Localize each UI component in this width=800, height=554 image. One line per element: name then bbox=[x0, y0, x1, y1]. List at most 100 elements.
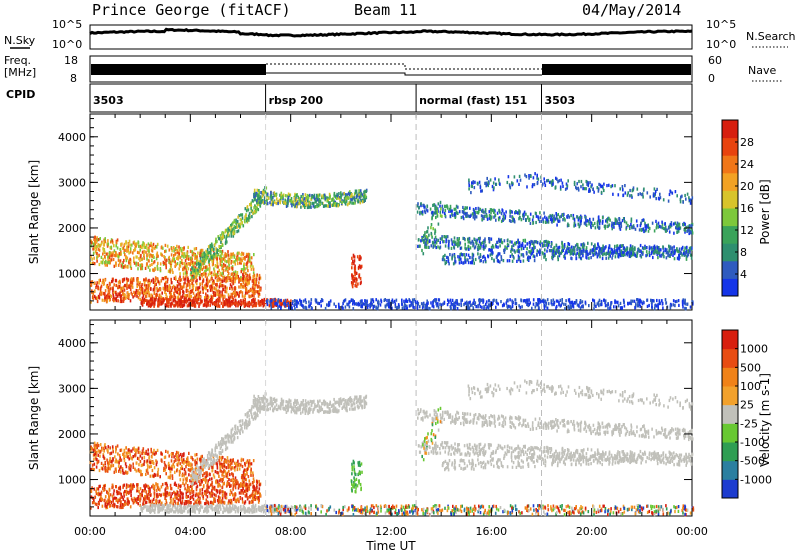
power-cell bbox=[511, 245, 513, 249]
power-cell bbox=[471, 303, 473, 307]
power-cell bbox=[409, 299, 411, 303]
power-cell bbox=[224, 285, 227, 289]
power-cell bbox=[280, 306, 282, 310]
power-cell bbox=[608, 183, 610, 187]
power-cell bbox=[155, 282, 157, 286]
power-cell bbox=[241, 221, 243, 225]
power-cell bbox=[96, 281, 98, 285]
power-cell bbox=[454, 260, 457, 264]
power-cell bbox=[241, 294, 244, 298]
power-cell bbox=[398, 305, 400, 309]
power-cell bbox=[227, 266, 229, 270]
power-cell bbox=[640, 255, 643, 259]
power-cell bbox=[575, 187, 578, 191]
power-cell bbox=[279, 301, 281, 305]
power-cell bbox=[632, 186, 635, 190]
power-cell bbox=[229, 257, 231, 261]
power-cell bbox=[137, 267, 139, 271]
power-cell bbox=[439, 241, 441, 245]
power-cell bbox=[681, 245, 684, 249]
power-cell bbox=[421, 210, 424, 214]
power-cell bbox=[258, 198, 261, 202]
power-cell bbox=[181, 286, 184, 290]
power-cell bbox=[154, 276, 157, 280]
power-cell bbox=[358, 254, 361, 258]
power-cell bbox=[101, 281, 104, 285]
power-cell bbox=[160, 302, 163, 306]
power-cell bbox=[237, 304, 239, 308]
power-cell bbox=[144, 266, 147, 270]
power-cell bbox=[576, 182, 578, 186]
power-cell bbox=[442, 207, 444, 212]
power-cell bbox=[437, 202, 440, 206]
power-cell bbox=[176, 290, 179, 294]
power-cell bbox=[159, 262, 162, 266]
power-cell bbox=[583, 187, 586, 191]
power-cell bbox=[151, 255, 154, 259]
power-cell bbox=[222, 231, 225, 235]
power-cell bbox=[216, 282, 218, 287]
power-cell bbox=[562, 184, 564, 188]
power-cell bbox=[422, 252, 425, 256]
power-cell bbox=[322, 196, 325, 200]
power-cell bbox=[613, 221, 615, 226]
power-cell bbox=[206, 265, 208, 269]
power-cell bbox=[214, 264, 217, 268]
power-cell bbox=[205, 265, 207, 269]
power-cell bbox=[530, 174, 532, 178]
power-cell bbox=[527, 258, 530, 262]
power-cell bbox=[642, 227, 645, 231]
power-cell bbox=[189, 290, 191, 295]
power-cell bbox=[104, 298, 106, 302]
power-cell bbox=[233, 301, 235, 305]
power-cell bbox=[263, 198, 266, 202]
power-cell bbox=[595, 251, 597, 255]
power-cell bbox=[437, 245, 439, 249]
power-cell bbox=[514, 211, 516, 215]
power-cell bbox=[191, 281, 194, 285]
power-cell bbox=[462, 217, 465, 221]
power-cell bbox=[144, 278, 146, 282]
power-cell bbox=[504, 214, 507, 218]
power-cell bbox=[570, 248, 572, 252]
power-cell bbox=[153, 260, 156, 264]
power-cell bbox=[469, 206, 471, 210]
power-cell bbox=[97, 238, 100, 242]
power-cell bbox=[365, 189, 368, 194]
power-cell bbox=[424, 210, 427, 215]
power-cell bbox=[589, 189, 591, 193]
power-cell bbox=[606, 220, 609, 224]
power-cell bbox=[479, 253, 482, 257]
power-cell bbox=[662, 306, 664, 310]
power-cell bbox=[506, 180, 509, 185]
power-cell bbox=[543, 255, 545, 259]
power-cell bbox=[152, 288, 155, 292]
power-cell bbox=[168, 260, 170, 264]
power-cell bbox=[227, 293, 230, 297]
power-cell bbox=[143, 242, 145, 246]
power-cell bbox=[213, 252, 216, 256]
power-cell bbox=[224, 258, 226, 262]
power-cell bbox=[458, 210, 461, 214]
power-cell bbox=[484, 181, 486, 185]
power-cell bbox=[232, 252, 234, 256]
power-cell bbox=[224, 252, 227, 256]
power-cell bbox=[236, 292, 239, 296]
power-cell bbox=[183, 299, 186, 304]
power-cell bbox=[520, 247, 523, 251]
power-cell bbox=[687, 225, 689, 229]
power-cell bbox=[106, 296, 108, 300]
power-cell bbox=[199, 265, 202, 269]
power-cell bbox=[242, 277, 245, 281]
power-cell bbox=[129, 257, 131, 261]
power-cell bbox=[274, 299, 277, 303]
power-cell bbox=[217, 235, 219, 239]
power-cell bbox=[149, 303, 152, 307]
power-cell bbox=[474, 212, 476, 216]
power-cell bbox=[178, 248, 181, 252]
power-cell bbox=[219, 273, 221, 277]
power-cell bbox=[120, 286, 123, 290]
power-cell bbox=[686, 254, 689, 258]
power-cell bbox=[94, 289, 96, 293]
power-cell bbox=[653, 249, 656, 253]
